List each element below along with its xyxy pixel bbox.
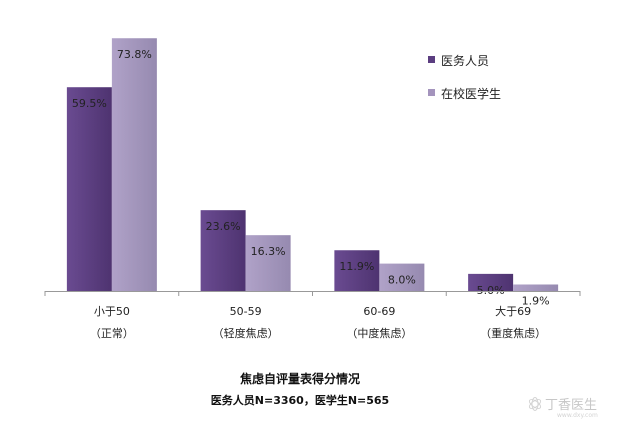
value-labels-layer: 59.5% 73.8% 23.6% 16.3% 11.9% 8.0% 5.0% 1.9% bbox=[72, 48, 550, 307]
value-label-medical-staff-1: 23.6% bbox=[206, 220, 241, 233]
bar-medical-staff-2 bbox=[334, 250, 380, 291]
x-axis-ticks bbox=[44, 291, 581, 296]
bars-layer bbox=[66, 38, 559, 292]
tick-label-category-level-3: （重度焦虑） bbox=[480, 326, 546, 340]
legend-label-medical-staff: 医务人员 bbox=[441, 53, 489, 68]
dxy-logo-icon bbox=[528, 397, 542, 411]
tick-label-category-3: 大于69 bbox=[495, 304, 531, 318]
caption-subtitle: 医务人员N=3360，医学生N=565 bbox=[211, 393, 389, 407]
tick-label-category-level-0: （正常） bbox=[90, 327, 134, 340]
tick-label-category-level-1: （轻度焦虑） bbox=[213, 326, 279, 340]
value-label-medical-staff-2: 11.9% bbox=[339, 260, 374, 273]
legend-swatch-medical-students bbox=[428, 89, 435, 96]
bar-medical-students-0 bbox=[111, 38, 157, 291]
legend-label-medical-students: 在校医学生 bbox=[441, 86, 501, 101]
tick-label-category-2: 60-69 bbox=[363, 305, 395, 318]
value-label-medical-students-1: 16.3% bbox=[251, 245, 286, 258]
tick-label-category-0: 小于50 bbox=[94, 305, 130, 318]
watermark-text: 丁香医生 bbox=[545, 398, 597, 413]
value-label-medical-staff-3: 5.0% bbox=[477, 284, 505, 297]
value-label-medical-students-2: 8.0% bbox=[388, 274, 416, 287]
watermark-url: www.dxy.com bbox=[557, 412, 598, 419]
value-label-medical-staff-0: 59.5% bbox=[72, 97, 107, 110]
bar-medical-staff-1 bbox=[200, 210, 246, 291]
tick-label-category-level-2: （中度焦虑） bbox=[346, 326, 412, 340]
bar-medical-students-3 bbox=[513, 284, 559, 291]
legend-swatch-medical-staff bbox=[428, 56, 435, 63]
bar-medical-students-2 bbox=[379, 263, 425, 291]
legend: 医务人员 在校医学生 bbox=[428, 53, 501, 101]
watermark: 丁香医生 www.dxy.com bbox=[528, 397, 598, 419]
value-label-medical-students-3: 1.9% bbox=[522, 294, 550, 307]
x-axis-tick-labels: 小于50 （正常） 50-59 （轻度焦虑） 60-69 （中度焦虑） 大于69 （重度焦虑） bbox=[90, 304, 546, 340]
value-label-medical-students-0: 73.8% bbox=[117, 48, 152, 61]
bar-medical-staff-0 bbox=[66, 87, 112, 292]
caption-title: 焦虑自评量表得分情况 bbox=[239, 371, 360, 386]
bar-medical-staff-3 bbox=[468, 273, 514, 291]
bar-medical-students-1 bbox=[245, 235, 291, 291]
tick-label-category-1: 50-59 bbox=[230, 305, 262, 318]
